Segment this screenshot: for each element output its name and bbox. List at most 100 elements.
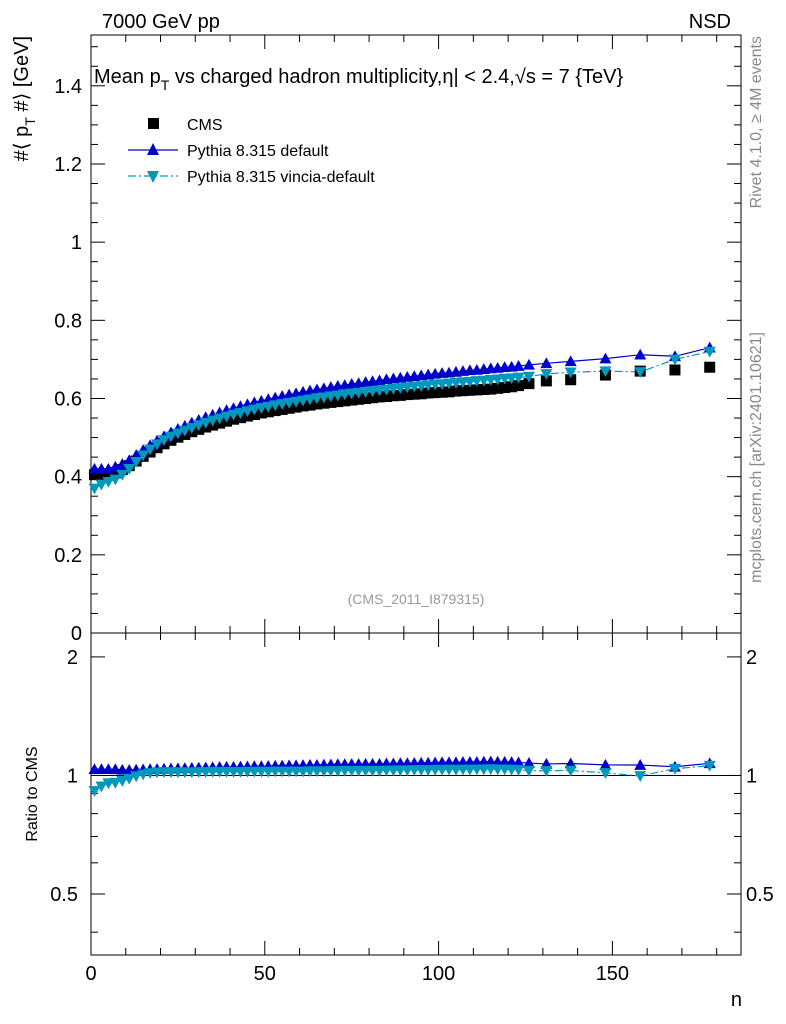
- ylabel-sub: T: [22, 117, 38, 126]
- ratio-point-vincia: [95, 781, 108, 793]
- y-tick-label: 0.2: [54, 545, 82, 567]
- data-point-vincia: [241, 406, 254, 417]
- data-point-cms: [471, 384, 483, 396]
- data-point-vincia: [213, 413, 226, 425]
- data-point-vincia: [283, 397, 296, 409]
- data-point-cms: [109, 467, 121, 479]
- ratio-y-axis-label: Ratio to CMS: [24, 746, 41, 841]
- data-point-cms: [478, 384, 490, 396]
- data-point-cms: [485, 383, 497, 395]
- series-line-pythia-default: [94, 347, 710, 470]
- data-point-vincia: [157, 435, 170, 446]
- ratio-point-vincia: [109, 777, 122, 789]
- ratio-tick-label: 0.5: [50, 884, 78, 906]
- x-tick-label: 0: [85, 963, 96, 985]
- ratio-point-vincia: [137, 769, 150, 781]
- ratio-point-vincia: [540, 765, 553, 777]
- title-part-b: vs charged hadron multiplicity,: [169, 66, 442, 88]
- x-tick-label: 100: [422, 963, 455, 985]
- ratio-point-pythia-default: [564, 757, 577, 769]
- data-point-vincia: [276, 399, 289, 410]
- ratio-panel-frame: [90, 632, 742, 956]
- ratio-tick-label-right: 2: [746, 647, 757, 669]
- data-point-vincia: [262, 401, 275, 413]
- data-point-cms: [339, 395, 351, 407]
- title-sqrt: √: [515, 66, 526, 88]
- data-point-cms: [408, 388, 420, 400]
- data-point-cms: [429, 387, 441, 399]
- data-point-cms: [102, 469, 114, 481]
- data-point-cms: [367, 392, 379, 404]
- ratio-point-vincia: [88, 786, 101, 797]
- data-point-cms: [387, 390, 399, 402]
- data-point-vincia: [269, 400, 282, 412]
- data-point-vincia: [303, 394, 316, 406]
- rivet-label: Rivet 4.1.0, ≥ 4M events: [748, 36, 765, 208]
- ratio-point-vincia: [130, 771, 143, 783]
- title-part-c: | < 2.4,: [454, 66, 515, 88]
- data-point-cms: [332, 396, 344, 408]
- y-tick-label: 0: [71, 623, 82, 645]
- y-tick-label: 0.6: [54, 388, 82, 410]
- data-point-vincia: [255, 403, 268, 414]
- data-point-cms: [443, 386, 455, 398]
- data-point-vincia: [185, 423, 198, 434]
- ratio-point-vincia: [123, 773, 136, 785]
- data-point-vincia: [95, 479, 108, 491]
- data-point-cms: [436, 386, 448, 398]
- ylabel-part-b: #⟩ [GeV]: [11, 36, 33, 117]
- ratio-tick-label: 1: [67, 765, 78, 787]
- data-point-vincia: [116, 469, 129, 481]
- ratio-layer: [88, 755, 741, 797]
- data-point-cms: [499, 382, 511, 394]
- data-point-vincia: [540, 369, 553, 380]
- legend-label-vincia: Pythia 8.315 vincia-default: [187, 169, 375, 186]
- legend-marker-vincia: [147, 171, 159, 183]
- data-point-vincia: [290, 396, 303, 408]
- data-point-cms: [540, 375, 552, 387]
- legend-marker-cms: [148, 118, 159, 129]
- data-point-pythia-default: [540, 357, 553, 369]
- y-tick-label: 0.4: [54, 467, 82, 489]
- data-point-vincia: [317, 392, 330, 404]
- ratio-point-pythia-default: [599, 758, 612, 770]
- data-point-vincia: [248, 404, 261, 416]
- data-point-cms: [88, 469, 100, 481]
- ratio-point-vincia: [512, 765, 525, 776]
- data-point-pythia-default: [634, 348, 647, 360]
- data-point-pythia-default: [109, 460, 122, 472]
- y-axis-label: #⟨ pT #⟩ [GeV]: [11, 36, 38, 161]
- data-point-pythia-default: [599, 352, 612, 364]
- data-point-cms: [116, 464, 128, 476]
- data-point-vincia: [164, 431, 177, 443]
- data-point-cms: [492, 382, 504, 394]
- data-point-vincia: [227, 409, 240, 421]
- data-point-vincia: [703, 346, 716, 358]
- data-point-cms: [374, 391, 386, 403]
- y-tick-label: 1.2: [54, 154, 82, 176]
- series-line-vincia: [94, 351, 710, 489]
- data-point-vincia: [109, 474, 122, 486]
- ratio-point-vincia: [668, 763, 681, 775]
- data-point-pythia-default: [512, 360, 525, 371]
- data-point-vincia: [137, 450, 150, 462]
- axes-layer: 0 50 100 150 0 0.2 0.4 0.6 0.8 1 1.2 1.4 0.5 0.5 1 1 2 2: [50, 35, 774, 985]
- data-point-vincia: [206, 415, 219, 427]
- title-part-d: s = 7 {TeV}: [526, 66, 624, 88]
- data-point-cms: [669, 364, 681, 376]
- data-point-vincia: [178, 425, 191, 437]
- data-point-vincia: [192, 420, 205, 432]
- data-point-vincia: [151, 439, 164, 451]
- legend-marker-pythia-default: [147, 143, 159, 155]
- data-point-vincia: [144, 444, 157, 456]
- data-point-vincia: [171, 428, 184, 440]
- data-point-cms: [415, 388, 427, 400]
- x-axis-label: n: [731, 989, 742, 1011]
- data-point-vincia: [634, 367, 647, 378]
- data-point-cms: [450, 385, 462, 397]
- data-point-vincia: [130, 457, 143, 468]
- title-sub: T: [161, 77, 170, 93]
- energy-label: 7000 GeV pp: [102, 11, 220, 33]
- data-point-vincia: [668, 354, 681, 366]
